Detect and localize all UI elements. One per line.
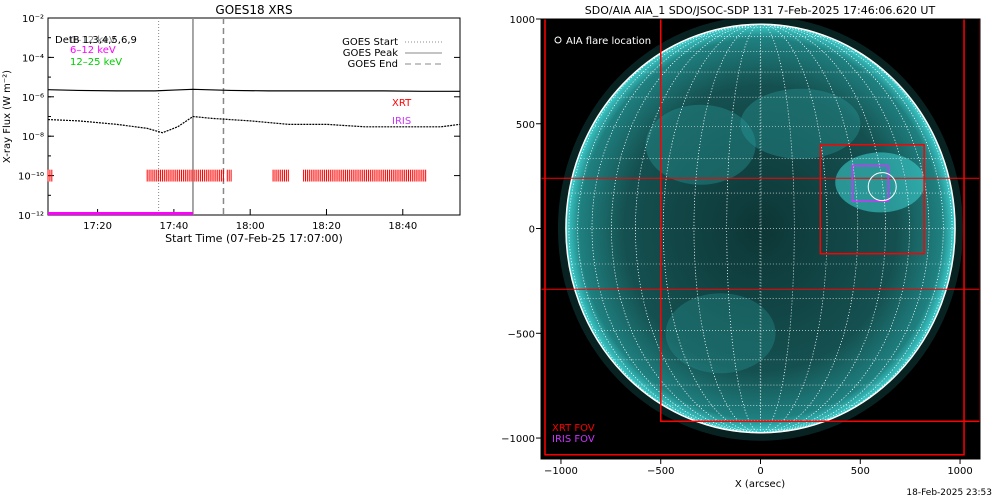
aia-x-tick-label: −500: [647, 466, 674, 477]
goes-iris-label: IRIS: [392, 116, 411, 127]
xrt-fov-box: [659, 19, 980, 423]
goes-legend-right-label: GOES Start: [342, 37, 398, 48]
goes-legend-channel-0: 0–12 keV: [70, 35, 116, 46]
goes-y-tick-label: 10⁻¹²: [18, 211, 44, 222]
aia-x-tick-label: 1000: [947, 466, 972, 477]
goes-xrt-label: XRT: [392, 98, 412, 109]
goes-x-tick-label: 17:40: [159, 221, 188, 232]
aia-x-axis-label: X (arcsec): [735, 479, 785, 490]
aia-x-tick-label: −1000: [544, 466, 578, 477]
flare-legend-label: AIA flare location: [566, 36, 651, 47]
aia-y-tick-label: 1000: [510, 15, 535, 26]
aia-y-tick-label: −1000: [501, 434, 535, 445]
goes-x-tick-label: 17:20: [83, 221, 112, 232]
goes-y-tick-label: 10⁻¹⁰: [18, 172, 44, 183]
aia-x-tick-label: 0: [757, 466, 763, 477]
longitude-gridline: [726, 23, 795, 434]
xrt-fov-legend: XRT FOV: [552, 423, 595, 434]
bright-region: [740, 88, 861, 159]
goes-short-channel-line: [47, 115, 461, 134]
goes-y-tick-label: 10⁻⁴: [22, 53, 44, 64]
goes-long-channel-line: [47, 88, 460, 92]
bright-active-region: [835, 152, 926, 213]
goes-legend-right-label: GOES End: [348, 59, 398, 70]
goes-x-tick-label: 18:00: [236, 221, 265, 232]
longitude-gridline: [591, 23, 930, 434]
longitude-gridline: [577, 23, 944, 434]
goes-x-axis-label: Start Time (07-Feb-25 17:07:00): [165, 232, 343, 245]
aia-title: SDO/AIA AIA_1 SDO/JSOC-SDP 131 7-Feb-202…: [585, 4, 936, 17]
goes-legend-right-label: GOES Peak: [343, 48, 398, 59]
goes-legend-channel-2: 12–25 keV: [70, 57, 122, 68]
aia-y-tick-label: 500: [516, 120, 535, 131]
goes-x-tick-label: 18:20: [312, 221, 341, 232]
longitude-gridline: [568, 23, 953, 434]
goes-y-tick-label: 10⁻²: [22, 14, 44, 25]
aia-y-tick-label: −500: [508, 329, 535, 340]
flare-legend-marker: [554, 36, 562, 44]
goes-legend-channel-1: 6–12 keV: [70, 45, 116, 56]
aia-y-tick-label: 0: [529, 225, 535, 236]
iris-fov-box: [851, 164, 889, 203]
xrt-fov-box: [544, 19, 965, 456]
bright-region: [665, 293, 776, 374]
goes-y-axis-label: X-ray Flux (W m⁻²): [2, 70, 13, 163]
xrt-fov-box: [819, 143, 925, 255]
footer-timestamp: 18-Feb-2025 23:53: [906, 488, 992, 498]
goes-x-tick-label: 18:40: [388, 221, 417, 232]
bright-region: [645, 104, 756, 185]
aia-x-tick-label: 500: [851, 466, 870, 477]
goes-title: GOES18 XRS: [215, 3, 292, 17]
goes-y-tick-label: 10⁻⁶: [22, 93, 44, 104]
goes-y-tick-label: 10⁻⁸: [22, 132, 44, 143]
iris-fov-legend: IRIS FOV: [552, 434, 595, 445]
aia-flare-location-marker: [867, 172, 897, 202]
longitude-gridline: [693, 23, 828, 434]
goes-legend-detectors: DetB 1,3,4,5,6,9: [55, 35, 137, 46]
